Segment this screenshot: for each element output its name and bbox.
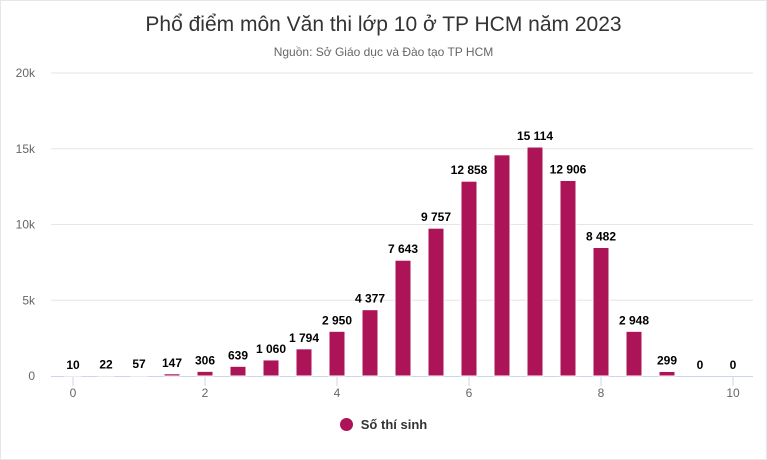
y-tick-label: 5k xyxy=(22,293,36,307)
data-label: 1 060 xyxy=(256,342,286,356)
data-label: 0 xyxy=(730,358,737,372)
bar xyxy=(559,179,577,377)
data-label: 22 xyxy=(99,358,113,372)
bar xyxy=(196,370,214,377)
data-label: 0 xyxy=(697,358,704,372)
data-label: 147 xyxy=(162,356,182,370)
chart-subtitle: Nguồn: Sở Giáo dục và Đào tạo TP HCM xyxy=(273,45,494,59)
y-tick-label: 20k xyxy=(16,66,36,80)
data-label: 639 xyxy=(228,348,248,362)
bar xyxy=(394,259,412,377)
bar xyxy=(427,227,445,377)
x-tick-label: 0 xyxy=(70,386,77,400)
data-label: 12 906 xyxy=(550,162,587,176)
data-label: 4 377 xyxy=(355,292,385,306)
bar xyxy=(526,146,544,377)
x-tick-label: 10 xyxy=(726,386,740,400)
bar xyxy=(262,359,280,377)
legend-label: Số thí sinh xyxy=(360,417,428,432)
bar xyxy=(328,330,346,377)
bar xyxy=(295,348,313,377)
data-label: 299 xyxy=(657,353,677,367)
y-tick-label: 15k xyxy=(16,142,36,156)
chart-title: Phổ điểm môn Văn thi lớp 10 ở TP HCM năm… xyxy=(145,13,622,36)
bar xyxy=(130,374,148,377)
data-label: 10 xyxy=(66,358,80,372)
legend-marker-icon xyxy=(339,418,353,431)
bar xyxy=(163,373,181,377)
bar xyxy=(625,330,643,377)
data-label: 8 482 xyxy=(586,229,616,243)
bar xyxy=(361,309,379,377)
x-tick-label: 4 xyxy=(334,386,341,400)
data-label: 2 948 xyxy=(619,313,649,327)
bar xyxy=(592,246,610,377)
bar xyxy=(658,370,676,377)
x-tick-label: 2 xyxy=(202,386,209,400)
data-label: 9 757 xyxy=(421,210,451,224)
y-tick-label: 0 xyxy=(28,369,35,383)
y-tick-label: 10k xyxy=(16,218,36,232)
data-label: 12 858 xyxy=(451,163,488,177)
bar xyxy=(229,365,247,377)
data-label: 57 xyxy=(132,357,146,371)
data-label: 1 794 xyxy=(289,331,319,345)
bar xyxy=(493,154,511,377)
data-label: 15 114 xyxy=(517,129,553,143)
data-label: 2 950 xyxy=(322,313,352,327)
x-tick-label: 6 xyxy=(466,386,473,400)
legend-item[interactable]: Số thí sinh xyxy=(1,417,766,432)
x-tick-label: 8 xyxy=(598,386,605,400)
bar xyxy=(460,180,478,377)
data-label: 7 643 xyxy=(388,242,418,256)
data-label: 306 xyxy=(195,353,215,367)
